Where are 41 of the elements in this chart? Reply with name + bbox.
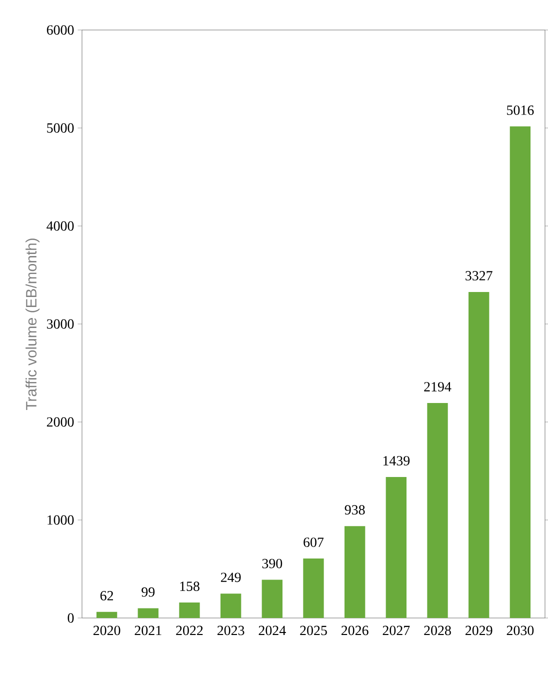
data-label: 5016 [507,105,534,115]
y-tick-label: 0 [68,613,74,623]
data-label: 1439 [383,456,410,466]
bar [138,608,158,618]
bar [344,526,366,618]
x-tick-label: 2021 [134,626,162,636]
x-tick-label: 2030 [506,626,534,636]
y-tick-label: 2000 [46,417,74,427]
data-label: 390 [262,558,282,568]
bar [303,558,324,618]
x-tick-label: 2020 [93,626,120,636]
bar [427,402,448,618]
y-axis-title: Traffic volume (EB/month) [26,238,40,410]
x-tick-label: 2025 [300,626,327,636]
data-label: 607 [304,538,324,547]
x-tick-label: 2023 [217,626,244,636]
bar [96,612,118,618]
data-label: 2194 [424,382,452,392]
y-tick-label: 5000 [47,123,74,133]
x-tick-label: 2027 [382,626,410,636]
data-label: 62 [100,591,114,600]
bar [262,580,282,618]
y-tick-label: 3000 [47,319,74,329]
data-label: 3327 [466,271,492,280]
data-label: 158 [180,582,200,591]
data-label: 249 [220,572,241,582]
data-label: 938 [344,505,365,515]
y-tick-label: 4000 [46,221,74,231]
x-tick-label: 2022 [176,626,203,636]
bar [468,292,490,618]
y-tick-label: 1000 [48,515,74,525]
data-label: 99 [142,587,155,597]
y-tick-label: 6000 [46,25,74,35]
x-tick-label: 2026 [342,626,368,636]
x-tick-label: 2028 [424,626,451,636]
bar [179,602,200,618]
bar [220,594,242,618]
bar [510,126,531,618]
bar [386,476,407,618]
x-tick-label: 2029 [466,626,492,636]
x-tick-label: 2024 [258,626,286,636]
